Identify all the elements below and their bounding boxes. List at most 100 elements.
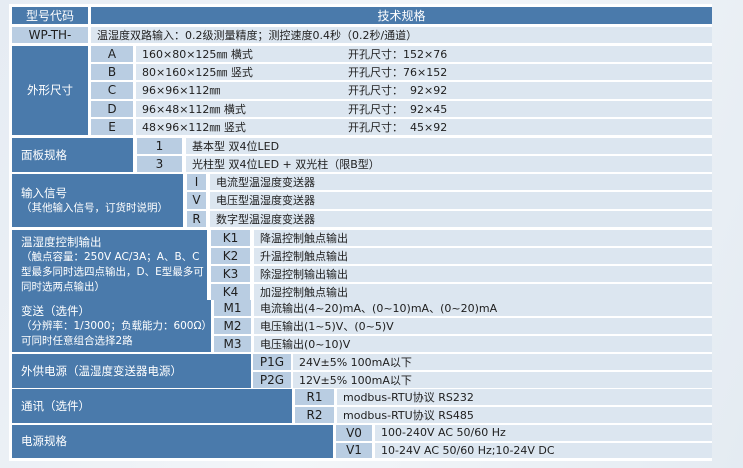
option-desc: 电压输出(1~5)V、(0~5)V: [254, 318, 712, 334]
option-desc-text: 数字型温湿度变送器: [216, 212, 315, 226]
cutout-size: 开孔尺寸：76×152: [348, 66, 448, 80]
size-label: 外形尺寸: [12, 46, 88, 135]
model-code: WP-TH-: [12, 27, 88, 43]
option-desc: 96×48×112㎜ 横式 开孔尺寸： 92×45: [136, 100, 712, 117]
option-desc-text: 降温控制触点输出: [260, 232, 348, 245]
option-desc: 数字型温湿度变送器: [210, 210, 712, 227]
option-code: B: [91, 64, 133, 81]
option-desc-text: 48×96×112㎜ 竖式: [142, 120, 246, 134]
option-desc-text: 96×48×112㎜ 横式: [142, 102, 246, 116]
option-code: V: [187, 192, 206, 209]
option-code: 3: [137, 156, 182, 172]
option-code: M3: [214, 336, 251, 352]
control-sub-text: （触点容量：250V AC/3A；A、B、C型最多同时选四点输出，D、E型最多可…: [21, 251, 204, 293]
option-code: P1G: [253, 354, 291, 370]
table-header: 型号代码 技术规格: [12, 7, 712, 24]
option-desc-text: 80×160×125㎜ 竖式: [142, 66, 253, 80]
option-code: K4: [211, 284, 250, 300]
group-supply: 外供电源（温湿度变送器电源） P1G 24V±5% 100mA以下 P2G 12V±5%…: [12, 354, 712, 388]
group-input: 输入信号 （其他输入信号，订货时说明） I 电流型温湿度变送器 V 电压型温湿度变送器 R 数…: [12, 174, 712, 227]
option-code: C: [91, 82, 133, 99]
supply-label: 外供电源（温湿度变送器电源）: [12, 354, 251, 388]
option-desc-text: 基本型 双4位LED: [192, 140, 280, 153]
option-code: A: [91, 46, 133, 63]
option-desc-text: 160×80×125㎜ 横式: [142, 48, 253, 62]
cutout-size: 开孔尺寸： 92×92: [348, 84, 448, 98]
option-desc: 96×96×112㎜ 开孔尺寸： 92×92: [136, 82, 712, 99]
transmit-label-text: 变送（选件）: [21, 303, 90, 318]
option-desc-text: 12V±5% 100mA以下: [299, 374, 412, 387]
option-desc-text: modbus-RTU协议 RS232: [343, 391, 474, 404]
model-desc: 温湿度双路输入：0.2级测量精度；测控速度0.4秒（0.2秒/通道）: [91, 27, 712, 43]
option-desc-text: 除湿控制输出输出: [260, 268, 348, 281]
option-desc: 48×96×112㎜ 竖式 开孔尺寸： 45×92: [136, 118, 712, 135]
option-desc: 电流型温湿度变送器: [210, 174, 712, 191]
option-desc: 加湿控制触点输出: [254, 284, 712, 300]
option-desc-text: 96×96×112㎜: [142, 84, 221, 98]
comm-label-text: 通讯（选件）: [21, 398, 90, 413]
power-label-text: 电源规格: [21, 434, 67, 448]
option-desc: 电流输出(4~20)mA、(0~10)mA、(0~20)mA: [254, 300, 712, 316]
option-desc-text: 加湿控制触点输出: [260, 286, 348, 299]
option-desc: 10-24V AC 50/60 Hz;10-24V DC: [375, 442, 712, 458]
option-code: D: [91, 100, 133, 117]
supply-label-text: 外供电源（温湿度变送器电源）: [21, 363, 182, 378]
option-desc: 升温控制触点输出: [254, 248, 712, 264]
control-label: 温湿度控制输出 （触点容量：250V AC/3A；A、B、C型最多同时选四点输出，…: [12, 230, 207, 300]
option-code: V0: [336, 425, 372, 441]
option-desc-text: 电压型温湿度变送器: [216, 194, 315, 208]
cutout-size: 开孔尺寸： 45×92: [348, 120, 448, 134]
option-code: K3: [211, 266, 250, 282]
option-desc-text: 电压输出(1~5)V、(0~5)V: [260, 320, 394, 333]
option-desc: 降温控制触点输出: [254, 230, 712, 246]
transmit-sub-text: （分辨率：1/3000；负载能力：600Ω）: [21, 319, 213, 332]
power-label: 电源规格: [12, 425, 333, 458]
option-desc-text: 电压输出(0~10)V: [260, 338, 351, 351]
option-desc: 100-240V AC 50/60 Hz: [375, 425, 712, 441]
option-desc: 光柱型 双4位LED + 双光柱（限B型）: [186, 156, 712, 172]
option-code: R2: [295, 407, 334, 423]
option-desc-text: 10-24V AC 50/60 Hz;10-24V DC: [381, 443, 555, 457]
option-code: R1: [295, 389, 334, 405]
input-label: 输入信号 （其他输入信号，订货时说明）: [12, 174, 183, 227]
panel-label: 面板规格: [12, 138, 133, 172]
option-code: P2G: [253, 372, 291, 388]
option-desc: 24V±5% 100mA以下: [293, 354, 712, 370]
option-code: M2: [214, 318, 251, 334]
option-desc: 电压型温湿度变送器: [210, 192, 712, 209]
option-desc-text: 100-240V AC 50/60 Hz: [381, 426, 506, 440]
option-desc: 电压输出(0~10)V: [254, 336, 712, 352]
group-power: 电源规格 V0 100-240V AC 50/60 Hz V1 10-24V AC 50…: [12, 425, 712, 458]
option-code: K1: [211, 230, 250, 246]
group-size: 外形尺寸 A 160×80×125㎜ 横式 开孔尺寸：152×76 B 80×160×12…: [12, 46, 712, 135]
option-desc-text: 光柱型 双4位LED + 双光柱（限B型）: [192, 158, 380, 171]
option-desc-text: modbus-RTU协议 RS485: [343, 409, 474, 422]
option-code: M1: [214, 300, 251, 316]
option-desc: modbus-RTU协议 RS232: [337, 389, 712, 405]
option-desc: 基本型 双4位LED: [186, 138, 712, 154]
option-desc: 除湿控制输出输出: [254, 266, 712, 282]
option-code: V1: [336, 442, 372, 458]
option-desc: modbus-RTU协议 RS485: [337, 407, 712, 423]
panel-label-text: 面板规格: [21, 147, 67, 162]
option-desc-text: 电流输出(4~20)mA、(0~10)mA、(0~20)mA: [260, 302, 498, 315]
input-label-text: 输入信号: [21, 185, 67, 200]
option-code: 1: [137, 138, 182, 154]
tech-spec-header: 技术规格: [91, 7, 712, 24]
group-transmit: 变送（选件） （分辨率：1/3000；负载能力：600Ω） 可同时任意组合选择2路 M…: [12, 300, 712, 352]
option-code: I: [187, 174, 206, 191]
option-desc: 80×160×125㎜ 竖式 开孔尺寸：76×152: [136, 64, 712, 81]
cutout-size: 开孔尺寸：152×76: [348, 48, 448, 62]
control-label-text: 温湿度控制输出: [21, 235, 102, 249]
comm-label: 通讯（选件）: [12, 389, 292, 423]
option-desc-text: 升温控制触点输出: [260, 250, 348, 263]
size-label-text: 外形尺寸: [27, 83, 73, 97]
option-code: E: [91, 118, 133, 135]
option-desc: 160×80×125㎜ 横式 开孔尺寸：152×76: [136, 46, 712, 63]
cutout-size: 开孔尺寸： 92×45: [348, 102, 448, 116]
group-panel: 面板规格 1 基本型 双4位LED 3 光柱型 双4位LED + 双光柱（限B型）: [12, 138, 712, 172]
input-sub-text: （其他输入信号，订货时说明）: [21, 201, 168, 214]
group-control: 温湿度控制输出 （触点容量：250V AC/3A；A、B、C型最多同时选四点输出，…: [12, 230, 712, 300]
option-desc-text: 电流型温湿度变送器: [216, 176, 315, 190]
transmit-sub2-text: 可同时任意组合选择2路: [21, 334, 133, 347]
